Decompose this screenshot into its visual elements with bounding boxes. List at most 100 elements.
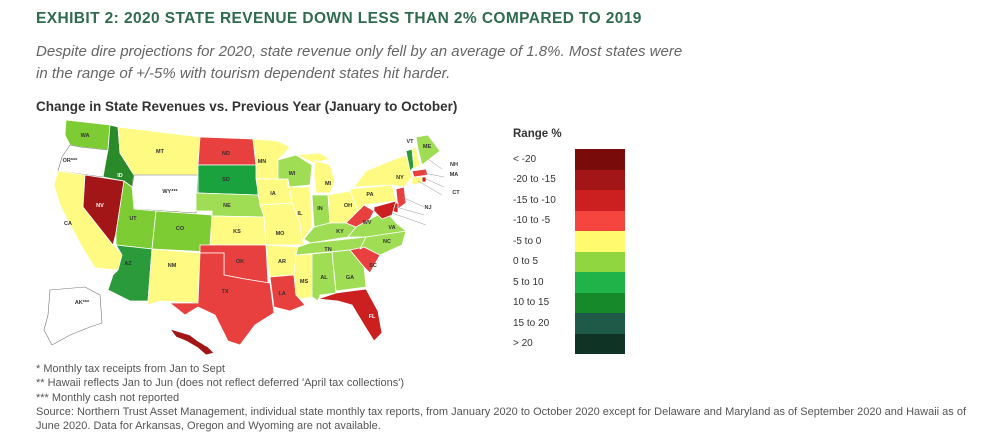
- state-label-il: IL: [298, 211, 304, 217]
- state-label-ks: KS: [233, 229, 241, 235]
- state-label-az: AZ: [124, 261, 132, 267]
- legend-label: 5 to 10: [513, 276, 544, 288]
- state-label-mi: MI: [325, 181, 332, 187]
- legend-row: 10 to 15: [513, 292, 625, 313]
- state-label-co: CO: [176, 226, 185, 232]
- us-state-map: WA OR*** CA NV ID MT WY*** UT CO AZ NM ND SD NE KS OK TX…: [43, 119, 460, 356]
- state-md: [373, 200, 397, 220]
- state-nj: [395, 186, 407, 210]
- state-label-tx: TX: [221, 289, 228, 295]
- legend-label: > 20: [513, 338, 533, 350]
- state-label-nm: NM: [168, 263, 177, 269]
- state-label-ok: OK: [236, 259, 244, 265]
- legend-row: 15 to 20: [513, 313, 625, 334]
- subtitle: Despite dire projections for 2020, state…: [36, 43, 683, 82]
- state-label-pa: PA: [366, 192, 373, 198]
- state-label-ga: GA: [346, 275, 354, 281]
- state-label-mt: MT: [156, 149, 165, 155]
- state-label-vt: VT: [406, 139, 414, 145]
- state-label-la: LA: [278, 291, 285, 297]
- state-wy: [131, 174, 199, 214]
- legend-row: 0 to 5: [513, 251, 625, 272]
- legend-label: -15 to -10: [513, 194, 556, 206]
- state-label-tn: TN: [324, 247, 331, 253]
- state-label-wy: WY***: [162, 189, 178, 195]
- state-label-nd: ND: [222, 151, 230, 157]
- legend-swatch: [575, 333, 625, 354]
- footnotes: * Monthly tax receipts from Jan to Sept …: [36, 362, 976, 433]
- legend-row: 5 to 10: [513, 272, 625, 293]
- state-label-or: OR***: [63, 158, 79, 164]
- state-label-md: MD*: [427, 223, 439, 229]
- state-ak: [43, 286, 103, 346]
- legend-row: > 20: [513, 333, 625, 354]
- state-ct: [411, 176, 423, 186]
- state-label-mn: MN: [258, 159, 267, 165]
- legend-swatch: [575, 272, 625, 293]
- legend-row: -5 to 0: [513, 231, 625, 252]
- state-label-ny: NY: [396, 175, 404, 181]
- state-ma: [411, 168, 429, 178]
- legend-swatch: [575, 292, 625, 313]
- state-label-ky: KY: [336, 229, 344, 235]
- state-fl: [317, 288, 383, 342]
- legend-swatch: [575, 169, 625, 190]
- state-nm: [147, 248, 201, 306]
- state-mi: [295, 152, 336, 194]
- state-ga: [331, 249, 367, 292]
- state-ms: [293, 253, 313, 300]
- state-me: [415, 134, 441, 166]
- state-label-ms: MS: [300, 279, 309, 285]
- state-label-ri: RI: [453, 182, 459, 188]
- state-label-hi: HI**: [204, 342, 215, 348]
- state-label-nv: NV: [96, 203, 104, 209]
- source-note: Source: Northern Trust Asset Management,…: [36, 405, 966, 433]
- state-label-wi: WI: [289, 171, 296, 177]
- state-label-ct: CT: [452, 190, 460, 196]
- legend-row: -10 to -5: [513, 210, 625, 231]
- legend: Range % < -20 -20 to -15 -15 to -10 -10 to …: [513, 128, 625, 354]
- state-label-ia: IA: [270, 191, 276, 197]
- legend-row: -15 to -10: [513, 190, 625, 211]
- state-label-ut: UT: [129, 216, 137, 222]
- legend-title: Range %: [513, 128, 562, 140]
- state-label-va: VA: [388, 225, 395, 231]
- legend-swatch: [575, 231, 625, 252]
- state-tx: [169, 252, 275, 346]
- legend-swatch: [575, 149, 625, 170]
- state-label-nc: NC: [383, 239, 391, 245]
- state-label-ak: AK***: [75, 300, 90, 306]
- state-label-ar: AR: [278, 259, 286, 265]
- state-label-id: ID: [117, 173, 123, 179]
- state-label-nh: NH: [450, 162, 458, 168]
- legend-row: -20 to -15: [513, 169, 625, 190]
- legend-label: 15 to 20: [513, 317, 550, 329]
- map-title: Change in State Revenues vs. Previous Ye…: [36, 99, 458, 114]
- state-label-sd: SD: [222, 177, 230, 183]
- state-label-oh: OH: [344, 203, 352, 209]
- legend-swatch: [575, 190, 625, 211]
- footnote-2: ** Hawaii reflects Jan to Jun (does not …: [36, 377, 404, 390]
- legend-row: < -20: [513, 149, 625, 170]
- state-hi: [169, 328, 215, 356]
- state-label-ma: MA: [450, 172, 459, 178]
- state-label-al: AL: [320, 275, 328, 281]
- state-label-wa: WA: [81, 133, 90, 139]
- state-il: [287, 178, 313, 242]
- state-nh: [411, 146, 421, 170]
- state-ri: [421, 176, 427, 183]
- footnote-1: * Monthly tax receipts from Jan to Sept: [36, 363, 225, 375]
- exhibit-title: EXHIBIT 2: 2020 STATE REVENUE DOWN LESS …: [36, 10, 642, 27]
- state-ny: [353, 154, 413, 188]
- state-label-ne: NE: [223, 203, 231, 209]
- legend-label: 0 to 5: [513, 256, 539, 268]
- state-label-nj: NJ: [424, 205, 431, 211]
- legend-swatch: [575, 210, 625, 231]
- state-label-mo: MO: [276, 231, 286, 237]
- state-label-in: IN: [317, 206, 323, 212]
- footnote-3: *** Monthly cash not reported: [36, 391, 180, 404]
- legend-label: -10 to -5: [513, 215, 551, 227]
- legend-label: -20 to -15: [513, 174, 556, 186]
- legend-label: 10 to 15: [513, 297, 550, 309]
- legend-label: < -20: [513, 153, 537, 165]
